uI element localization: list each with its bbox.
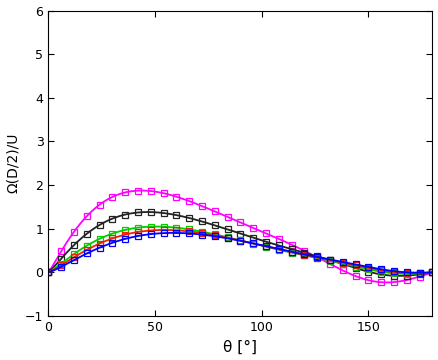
Y-axis label: Ω(D/2)/U: Ω(D/2)/U [6, 133, 20, 193]
X-axis label: θ [°]: θ [°] [223, 339, 258, 355]
